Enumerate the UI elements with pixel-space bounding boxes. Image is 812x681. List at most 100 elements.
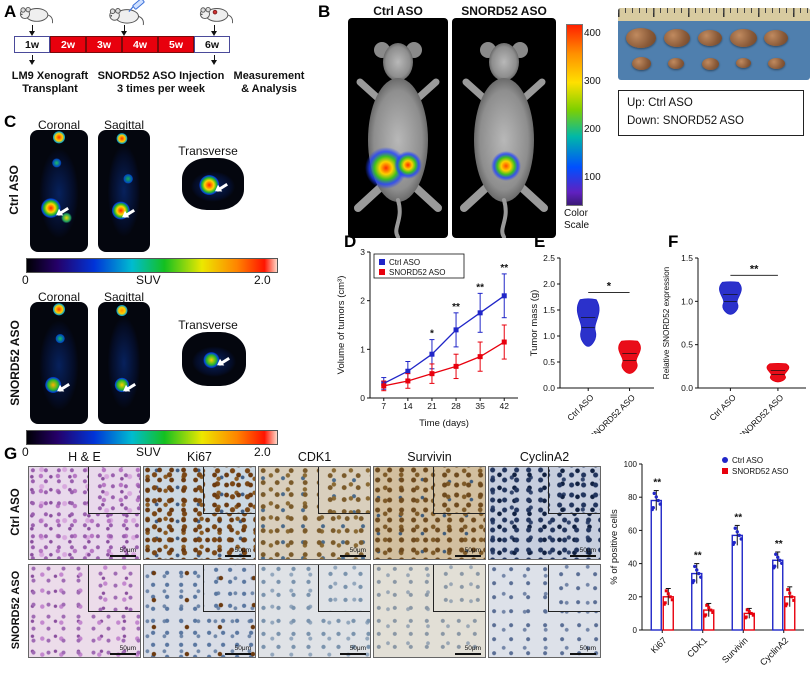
tumor-mass-violin-plot: 0.0 0.5 1.0 1.5 2.0 2.5 Tumor mass (g) Ctrl ASO… [529,253,654,434]
svg-text:**: ** [734,512,742,523]
ihc-cdk1-snord52-image: 50μm [258,564,371,658]
pet-transverse-ctrl-image [182,158,244,210]
svg-text:20: 20 [628,593,637,602]
svg-text:100: 100 [624,460,638,469]
snord52-aso-bioluminescence-image [452,18,556,238]
svg-text:**: ** [476,282,484,293]
scale-bar: 50μm [110,546,136,557]
svg-text:SNORD52 ASO: SNORD52 ASO [736,392,786,434]
tumor-photo-legend: Up: Ctrl ASO Down: SNORD52 ASO [618,90,804,136]
scale-bar-line [455,653,481,655]
scale-bar-text: 50μm [119,546,136,554]
panel-d-label: D [344,232,357,251]
colorbar-tick-200: 200 [584,124,601,135]
ihc-row-label-snord52: SNORD52 ASO [10,570,22,650]
ihc-inset [547,467,600,514]
scale-bar-line [340,555,366,557]
timeline-week-3: 3w [86,36,122,53]
svg-text:0.5: 0.5 [681,340,693,350]
svg-text:**: ** [694,551,702,562]
suv-label-ctrl: SUV [136,273,161,287]
svg-text:**: ** [750,263,759,275]
tumor-arrow-icon [124,383,136,392]
svg-text:Ctrl ASO: Ctrl ASO [389,258,420,267]
svg-text:2: 2 [360,296,365,306]
panel-a-label: A [4,2,17,21]
ctrl-mouse-drawing [354,42,442,238]
caption-transplant: LM9 Xenograft Transplant [11,70,89,96]
ihc-survivin-ctrl-image: 50μm [373,466,486,560]
scale-bar-text: 50μm [234,546,251,554]
timeline-week-6: 6w [194,36,230,53]
tumor-arrow-icon [58,383,70,392]
panel-f: F 0.0 0.5 1.0 1.5 Relative SNORD52 expressio… [660,230,812,436]
svg-text:Time (days): Time (days) [419,418,469,429]
ihc-header-cdk1: CDK1 [297,450,332,464]
down-arrow-icon [211,25,218,36]
ihc-inset [317,565,370,612]
svg-text:40: 40 [628,560,637,569]
svg-text:21: 21 [427,401,437,411]
panel-a: A [2,0,318,112]
tumor-arrow-icon [123,209,135,218]
suv-max-snord52: 2.0 [254,445,271,459]
panel-d: D 0 1 2 3 7 14 21 28 35 42 Time (days) Volume of tu… [334,230,528,436]
timeline-week-1: 1w [14,36,50,53]
suv-scale-bar-ctrl [26,258,278,273]
suv-min-ctrl: 0 [22,273,29,287]
scale-bar-text: 50μm [464,546,481,554]
suv-label-snord52: SUV [136,445,161,459]
scale-bar: 50μm [225,645,251,655]
scale-bar-text: 50μm [119,644,136,652]
timeline-week-4: 4w [122,36,158,53]
svg-text:Ctrl ASO: Ctrl ASO [707,392,738,423]
scale-bar: 50μm [570,645,596,655]
ihc-header-ki67: Ki67 [186,450,213,464]
scale-bar-line [570,555,596,557]
timeline-week-5: 5w [158,36,194,53]
svg-text:7: 7 [381,401,386,411]
svg-text:28: 28 [451,401,461,411]
panel-b: B Ctrl ASO SNORD52 ASO [318,2,812,240]
row-label-ctrl-aso: Ctrl ASO [7,165,21,215]
panel-f-label: F [668,232,679,251]
svg-text:3: 3 [360,247,365,257]
ihc-ki67-snord52-image: 50μm [143,564,256,658]
svg-text:SNORD52 ASO: SNORD52 ASO [587,392,637,434]
scale-bar: 50μm [455,645,481,655]
suv-max-ctrl: 2.0 [254,273,271,287]
ihc-header-cyclina2: CyclinA2 [519,450,570,464]
ihc-he-snord52-image: 50μm [28,564,141,658]
ihc-survivin-snord52-image: 50μm [373,564,486,658]
panel-g: G H & E Ki67 CDK1 Survivin CyclinA2 Ctrl… [2,444,810,680]
ihc-cdk1-ctrl-image: 50μm [258,466,371,560]
svg-text:1: 1 [360,344,365,354]
down-arrow-icon [121,25,128,36]
transverse-header-ctrl: Transverse [178,144,238,158]
ruler [618,8,810,21]
svg-text:**: ** [653,478,661,489]
svg-text:1.5: 1.5 [543,305,555,315]
experiment-timeline: 1w 2w 3w 4w 5w 6w [14,36,230,53]
sagittal-header-ctrl: Sagittal [103,118,145,132]
tumor-sample [702,58,719,70]
ihc-he-ctrl-image: 50μm [28,466,141,560]
snord52-expression-violin-plot: 0.0 0.5 1.0 1.5 Relative SNORD52 expression C… [662,253,806,434]
scale-bar: 50μm [570,547,596,557]
sagittal-header-snord52: Sagittal [103,290,145,304]
tumor-arrow-icon [216,183,228,192]
scale-bar-line [225,653,251,655]
svg-text:*: * [607,281,612,293]
ihc-inset [202,565,255,612]
panel-e-label: E [534,232,546,251]
svg-text:Relative SNORD52 expression: Relative SNORD52 expression [662,266,671,379]
colorbar-tick-400: 400 [584,28,601,39]
ihc-inset [432,565,485,612]
tumor-sample [664,29,690,47]
panel-c-label: C [4,112,17,131]
svg-text:CDK1: CDK1 [685,635,709,659]
scale-bar: 50μm [225,546,251,557]
svg-text:Ctrl ASO: Ctrl ASO [565,392,596,423]
ihc-inset [87,565,140,612]
legend-line-up: Up: Ctrl ASO [627,97,693,109]
